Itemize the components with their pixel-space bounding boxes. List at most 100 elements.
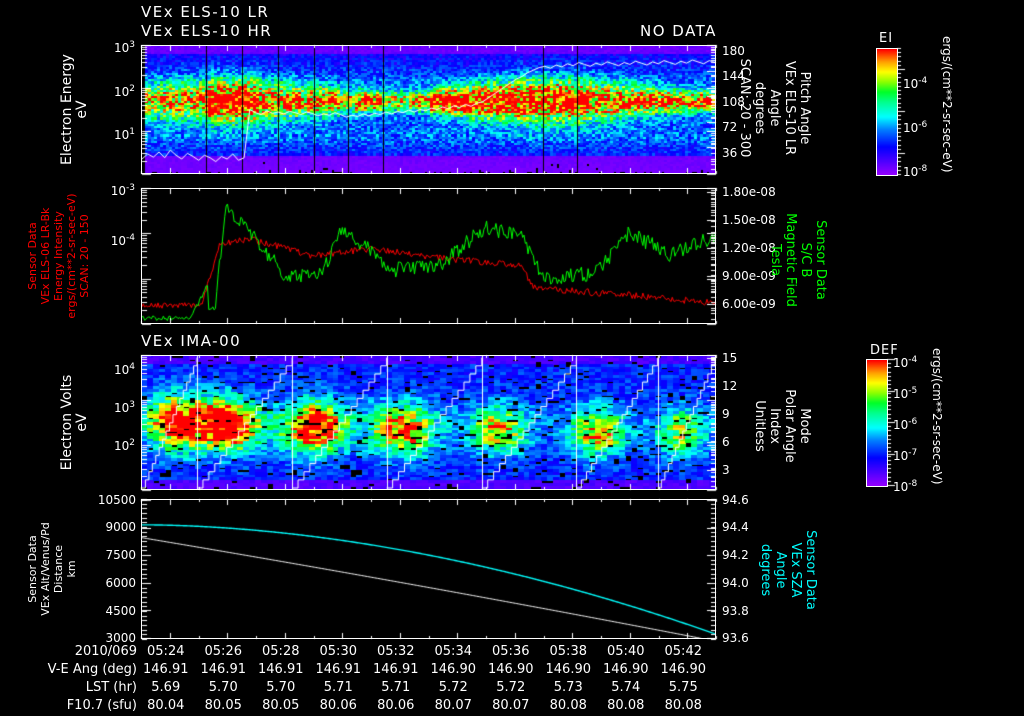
- annotation-cell: 5.70: [266, 680, 296, 695]
- annotation-cell: 146.90: [660, 662, 707, 677]
- annotation-cell: 5.70: [208, 680, 238, 695]
- panel4-rtick-938: 93.8: [722, 604, 749, 618]
- annotation-cell: 5.72: [496, 680, 526, 695]
- annotation-cell: 05:30: [319, 644, 357, 659]
- annotation-cell: 146.91: [258, 662, 304, 677]
- colorbar1-ei: [876, 48, 898, 176]
- panel4-ytick-3000: 3000: [105, 631, 136, 645]
- colorbar1-tick-1e-6: 10-6: [903, 120, 928, 135]
- panel4-rtick-936: 93.6: [722, 631, 749, 645]
- annotation-cell: 5.73: [553, 680, 583, 695]
- annotation-cell: 05:40: [607, 644, 645, 659]
- annotation-row-label: LST (hr): [85, 680, 137, 695]
- annotation-cell: 80.08: [607, 698, 645, 713]
- annotation-cell: 5.75: [668, 680, 698, 695]
- colorbar2-tick-1e-5: 10-5: [893, 386, 918, 401]
- panel3-plot-area[interactable]: [141, 355, 716, 490]
- colorbar1-title: EI: [879, 31, 894, 46]
- annotation-cell: 80.05: [204, 698, 242, 713]
- panel4-rtick-946: 94.6: [722, 493, 749, 507]
- panel1-ytick-1000: 103: [113, 40, 135, 55]
- annotation-cell: 5.74: [611, 680, 641, 695]
- annotation-cell: 5.72: [438, 680, 468, 695]
- panel2-right-axis-label: Sensor Data S/C B Magnetic Field Tesla: [768, 213, 828, 307]
- colorbar2-def: [866, 359, 888, 487]
- colorbar1-tick-1e-4: 10-4: [903, 76, 928, 91]
- panel1-rtick-72: 72: [722, 120, 738, 134]
- panel1-left-axis-label: Electron Energy eV: [59, 54, 90, 165]
- annotation-row: 2010/069 05:24 05:26 05:28 05:30 05:32 05:34 05…: [0, 644, 712, 662]
- annotation-row-label: F10.7 (sfu): [66, 698, 137, 713]
- bottom-annotation-table: 2010/069 05:24 05:26 05:28 05:30 05:32 05:34 05…: [0, 644, 1024, 716]
- annotation-cell: 80.05: [262, 698, 300, 713]
- annotation-cell: 05:24: [147, 644, 185, 659]
- panel4-rtick-944: 94.4: [722, 520, 749, 534]
- panel1-ytick-10: 101: [113, 127, 135, 142]
- panel2-ytick-1e-3: 10-3: [110, 183, 135, 198]
- panel1-ytick-100: 102: [113, 84, 135, 99]
- annotation-row-label: V-E Ang (deg): [47, 662, 137, 677]
- annotation-cell: 146.90: [603, 662, 649, 677]
- annotation-cell: 80.08: [549, 698, 587, 713]
- panel4-ytick-4500: 4500: [105, 604, 136, 618]
- annotation-cell: 146.91: [143, 662, 189, 677]
- annotation-cell: 5.69: [151, 680, 181, 695]
- annotation-cell: 05:28: [262, 644, 300, 659]
- panel4-plot-area[interactable]: [141, 499, 716, 639]
- annotation-cell: 80.06: [319, 698, 357, 713]
- panel4-left-axis-label: Sensor Data VEx Alt/Venus/Pd Distance km: [26, 522, 78, 616]
- colorbar2-tick-1e-8: 10-8: [893, 479, 918, 494]
- panel2-left-axis-label: Sensor Data VEx ELS-06 LR-Bk Energy Inte…: [26, 193, 91, 319]
- annotation-cell: 5.71: [323, 680, 353, 695]
- panel1-spectrogram-canvas: [142, 46, 715, 173]
- annotation-cell: 05:42: [664, 644, 702, 659]
- annotation-cell: 80.07: [492, 698, 530, 713]
- colorbar1-unit: ergs/(cm**2-sr-sec-eV): [940, 36, 954, 173]
- panel3-rtick-6: 6: [722, 435, 730, 449]
- colorbar2-tick-1e-7: 10-7: [893, 448, 918, 463]
- panel1-right-axis-label: Pitch Angle VEx ELS-10 LR Angle degrees …: [737, 58, 812, 158]
- annotation-cell: 5.71: [381, 680, 411, 695]
- panel1-plot-area[interactable]: [141, 45, 716, 174]
- annotation-cell: 80.06: [377, 698, 415, 713]
- annotation-cell: 146.91: [200, 662, 247, 677]
- annotation-row-label: 2010/069: [74, 644, 137, 659]
- panel3-spectrogram-canvas: [142, 356, 715, 489]
- panel2-ytick-1e-4: 10-4: [110, 233, 135, 248]
- annotation-rows: 2010/069 05:24 05:26 05:28 05:30 05:32 05:34 05…: [0, 644, 712, 716]
- annotation-cell: 146.91: [373, 662, 419, 677]
- colorbar1-tick-1e-8: 10-8: [903, 164, 928, 179]
- panel4-rtick-942: 94.2: [722, 548, 749, 562]
- panel1-rtick-36: 36: [722, 146, 738, 160]
- annotation-cell: 05:36: [492, 644, 530, 659]
- annotation-cell: 05:26: [204, 644, 242, 659]
- annotation-row: V-E Ang (deg) 146.91 146.91 146.91 146.91 146…: [0, 662, 712, 680]
- annotation-cell: 80.04: [147, 698, 185, 713]
- annotation-cell: 146.91: [315, 662, 362, 677]
- annotation-cell: 146.90: [430, 662, 477, 677]
- colorbar2-tick-1e-4: 10-4: [893, 355, 918, 370]
- colorbar2-unit: ergs/(cm**2-sr-sec-eV): [930, 348, 944, 485]
- panel3-title: VEx IMA-00: [141, 332, 242, 350]
- panel3-rtick-15: 15: [722, 351, 738, 365]
- annotation-cell: 146.90: [545, 662, 592, 677]
- panel3-rtick-9: 9: [722, 407, 730, 421]
- panel3-ytick-1e2: 102: [113, 438, 135, 453]
- panel3-rtick-12: 12: [722, 379, 738, 393]
- panel4-line-canvas: [142, 500, 715, 638]
- annotation-cell: 05:32: [377, 644, 415, 659]
- annotation-cell: 80.08: [664, 698, 702, 713]
- panel4-ytick-6000: 6000: [105, 576, 136, 590]
- panel4-ytick-7500: 7500: [105, 548, 136, 562]
- annotation-cell: 146.90: [488, 662, 534, 677]
- panel3-ytick-1e4: 104: [113, 362, 135, 377]
- panel2-line-canvas: [142, 189, 715, 323]
- panel2-plot-area[interactable]: [141, 188, 716, 324]
- panel4-right-axis-label: Sensor Data VEx SZA Angle degrees: [758, 530, 818, 610]
- panel4-ytick-9000: 9000: [105, 520, 136, 534]
- panel1-no-data-status: NO DATA: [640, 22, 717, 40]
- annotation-cell: 05:34: [434, 644, 472, 659]
- panel1-title-hr: VEx ELS-10 HR: [141, 22, 273, 40]
- annotation-cell: 05:38: [549, 644, 587, 659]
- colorbar2-tick-1e-6: 10-6: [893, 417, 918, 432]
